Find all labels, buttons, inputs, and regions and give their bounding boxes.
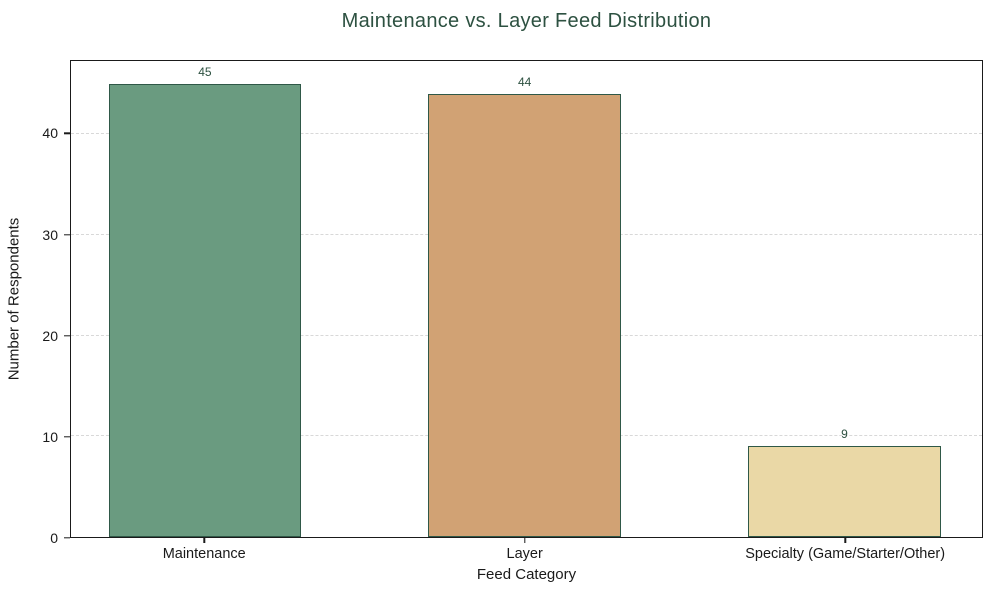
x-tick-label-3: Specialty (Game/Starter/Other) (745, 546, 946, 562)
x-axis-label: Feed Category (476, 566, 577, 583)
bar-3 (748, 446, 941, 537)
x-tick-mark-1 (203, 538, 205, 543)
x-tick-mark-3 (844, 538, 846, 543)
bar-value-label-3: 9 (841, 427, 848, 442)
y-tick-label-20: 20 (42, 327, 58, 344)
plot-area: 45 44 9 (70, 60, 983, 538)
y-tick-mark-10 (64, 436, 70, 438)
y-tick-mark-20 (64, 334, 70, 337)
y-tick-mark-0 (64, 537, 70, 539)
y-tick-label-40: 40 (42, 125, 58, 142)
x-tick-label-1: Maintenance (162, 546, 246, 562)
x-tick-label-2: Layer (506, 546, 543, 562)
y-tick-mark-40 (64, 132, 70, 135)
y-tick-label-10: 10 (42, 428, 58, 445)
chart-title: Maintenance vs. Layer Feed Distribution (341, 10, 712, 32)
y-tick-label-30: 30 (42, 226, 58, 243)
y-tick-mark-30 (64, 233, 70, 236)
bar-value-label-2: 44 (517, 74, 532, 89)
x-axis-ticks: Maintenance Layer Specialty (Game/Starter/… (70, 538, 983, 568)
bar-1 (108, 83, 302, 537)
y-axis-ticks: 0 10 20 30 40 (0, 60, 70, 546)
bar-value-label-1: 45 (198, 64, 212, 79)
y-tick-label-0: 0 (50, 530, 58, 546)
x-tick-mark-2 (523, 538, 526, 543)
bar-2 (428, 93, 621, 537)
